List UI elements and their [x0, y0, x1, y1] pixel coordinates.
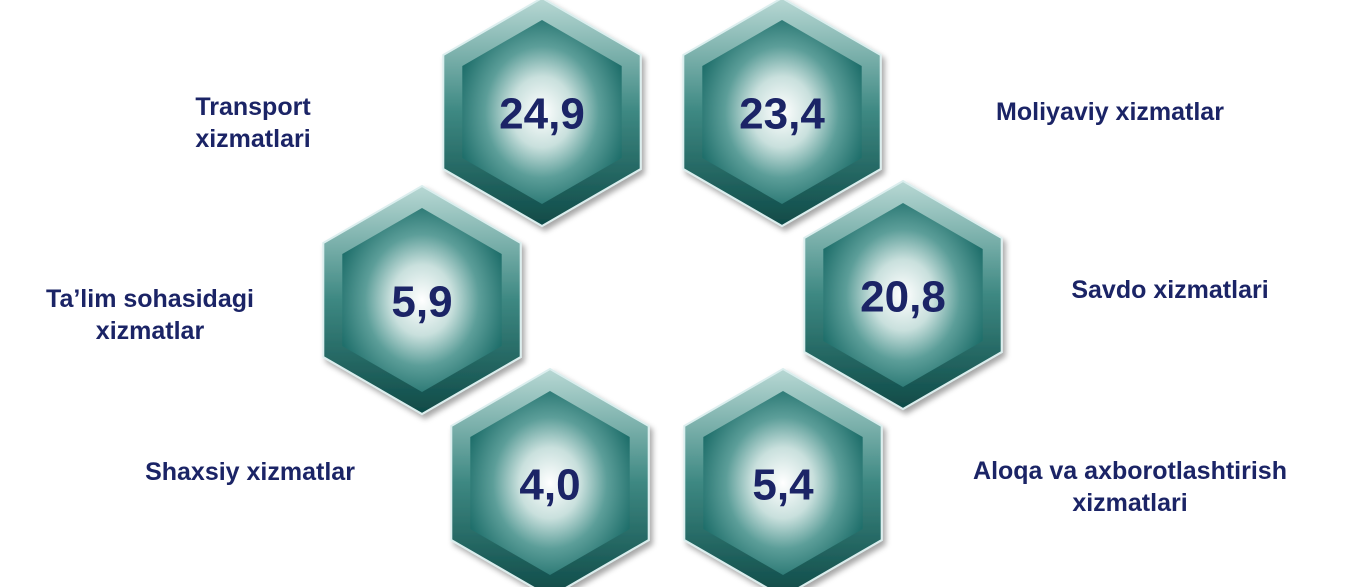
value-transport: 24,9	[499, 90, 585, 139]
value-savdo: 20,8	[860, 273, 946, 322]
hex-aloqa: 5,4	[683, 367, 883, 587]
label-transport-line-2: xizmatlari	[195, 125, 311, 153]
label-aloqa-line-2: xizmatlari	[1072, 489, 1188, 517]
value-shaxsiy: 4,0	[519, 461, 580, 510]
label-shaxsiy: Shaxsiy xizmatlar	[80, 456, 420, 488]
label-moliyaviy-line-1: Moliyaviy xizmatlar	[996, 98, 1224, 126]
label-talim: Ta’lim sohasidagi xizmatlar	[0, 283, 300, 347]
hex-shaxsiy: 4,0	[450, 367, 650, 587]
value-aloqa: 5,4	[752, 461, 814, 510]
label-talim-line-2: xizmatlar	[95, 317, 205, 345]
label-aloqa: Aloqa va axborotlashtirish xizmatlari	[905, 455, 1355, 519]
label-transport-line-1: Transport	[195, 93, 311, 121]
label-savdo-line-1: Savdo xizmatlari	[1071, 276, 1269, 304]
label-savdo: Savdo xizmatlari	[1010, 274, 1330, 306]
hex-talim: 5,9	[322, 184, 522, 416]
hex-savdo: 20,8	[803, 179, 1003, 411]
label-talim-line-1: Ta’lim sohasidagi	[46, 285, 254, 313]
label-transport: Transport xizmatlari	[138, 91, 368, 155]
label-aloqa-line-1: Aloqa va axborotlashtirish	[973, 457, 1287, 485]
value-talim: 5,9	[391, 278, 452, 327]
hex-transport: 24,9	[442, 0, 642, 228]
label-moliyaviy: Moliyaviy xizmatlar	[930, 96, 1290, 128]
label-shaxsiy-line-1: Shaxsiy xizmatlar	[145, 458, 355, 486]
hex-moliyaviy: 23,4	[682, 0, 882, 228]
value-moliyaviy: 23,4	[739, 90, 825, 139]
